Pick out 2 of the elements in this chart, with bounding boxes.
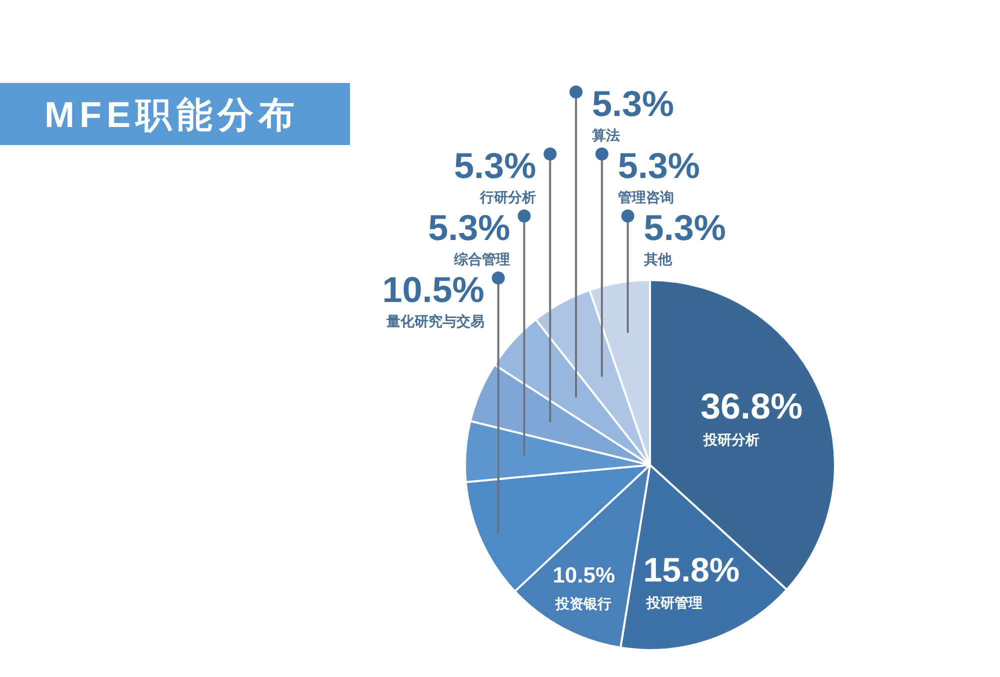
- chart-title: MFE职能分布: [44, 94, 300, 135]
- title: MFE职能分布: [0, 83, 350, 145]
